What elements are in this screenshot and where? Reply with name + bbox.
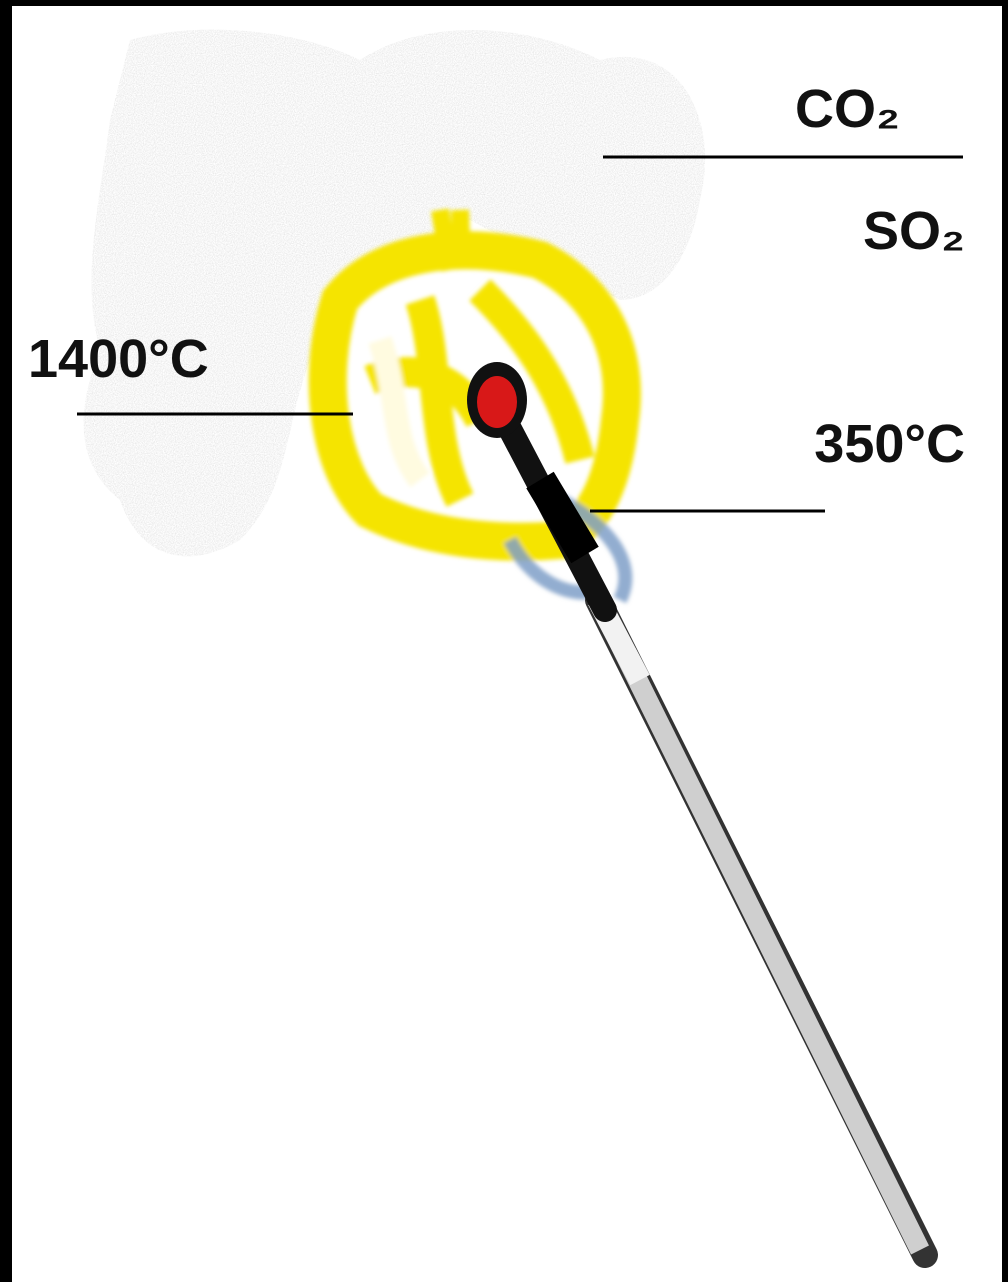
so2-label: SO₂ [863,201,965,261]
temp-1400-label: 1400°C [28,329,209,389]
match-diagram: CO₂ SO₂ 1400°C 350°C [0,0,1008,1282]
co2-label: CO₂ [795,79,900,139]
page: CO₂ SO₂ 1400°C 350°C (() => { const data… [0,0,1008,1282]
temp-350-label: 350°C [814,414,965,474]
